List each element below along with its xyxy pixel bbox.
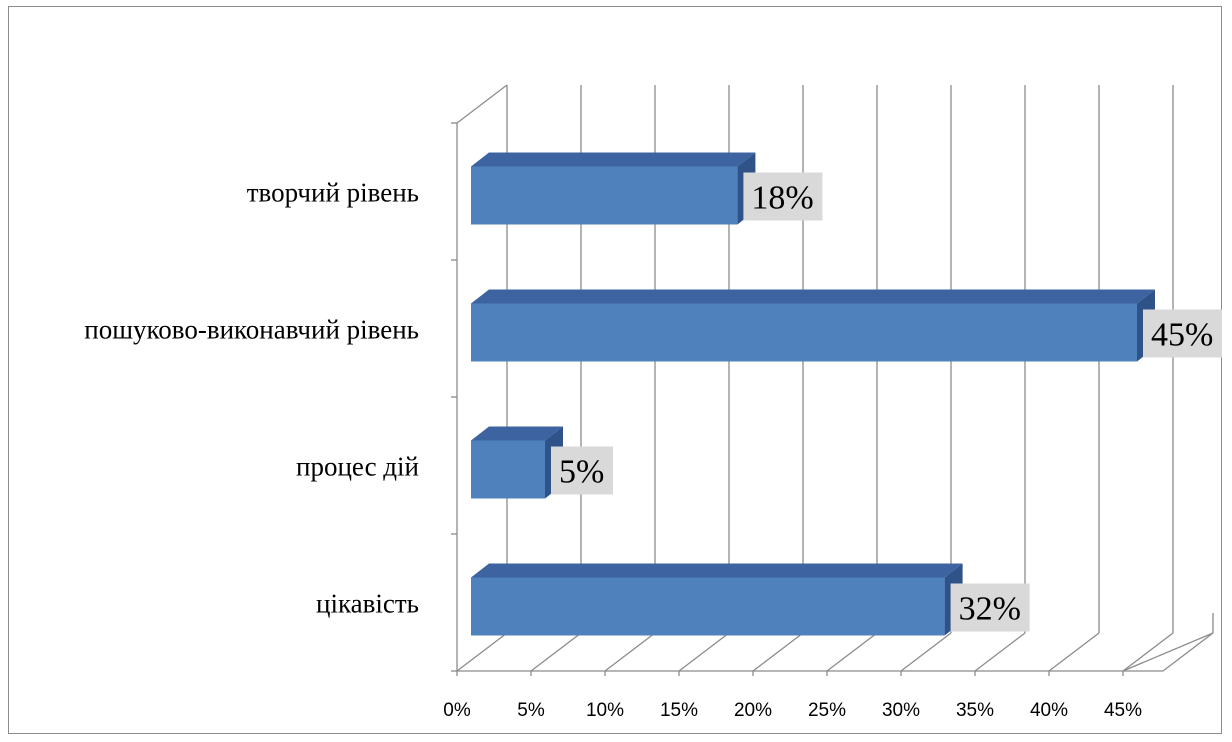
x-tick-label: 30% xyxy=(882,700,920,721)
category-label: процес дій xyxy=(296,452,419,482)
floor-gridline xyxy=(826,632,878,672)
floor-gridline xyxy=(678,632,730,672)
bar xyxy=(471,303,1137,362)
floor-gridline xyxy=(1122,632,1174,672)
data-label-background xyxy=(551,446,613,495)
y-axis-top-edge xyxy=(456,84,508,124)
bar-top-face xyxy=(471,289,1155,304)
floor-gridline xyxy=(1048,632,1100,672)
bar xyxy=(471,166,738,225)
bar-chart: 0% 5% 10% 15% 20% 25% 30% 35% 40% 45% творчий ріве… xyxy=(84,84,1222,721)
floor-edge-line xyxy=(1122,632,1214,672)
bar xyxy=(471,577,945,636)
category-label: пошуково-виконавчий рівень xyxy=(84,315,419,345)
x-tick-label: 10% xyxy=(586,700,624,721)
floor-gridline xyxy=(456,632,508,672)
x-tick-label: 25% xyxy=(808,700,846,721)
x-tick-label: 15% xyxy=(660,700,698,721)
bar xyxy=(471,440,545,499)
x-tick-label: 45% xyxy=(1104,700,1142,721)
chart-frame: 0% 5% 10% 15% 20% 25% 30% 35% 40% 45% творчий ріве… xyxy=(8,6,1222,734)
category-label: творчий рівень xyxy=(247,178,419,208)
x-tick-label: 20% xyxy=(734,700,772,721)
data-label: 32% xyxy=(959,591,1021,628)
x-tick-label: 5% xyxy=(517,700,545,721)
floor-gridline xyxy=(900,632,952,672)
data-label-background xyxy=(950,583,1030,632)
data-label-background xyxy=(743,172,823,221)
data-label: 5% xyxy=(559,454,604,491)
floor-gridline xyxy=(752,632,804,672)
floor-gridline xyxy=(974,632,1026,672)
x-tick-label: 0% xyxy=(443,700,471,721)
data-label-background xyxy=(1143,309,1222,358)
data-label: 45% xyxy=(1151,317,1213,354)
floor-gridline xyxy=(604,632,656,672)
bar-top-face xyxy=(471,152,756,167)
bar-top-face xyxy=(471,563,963,578)
data-label: 18% xyxy=(751,180,813,217)
bar-top-face xyxy=(471,426,563,441)
floor-gridline xyxy=(530,632,582,672)
x-tick-label: 35% xyxy=(956,700,994,721)
category-label: цікавість xyxy=(316,589,419,619)
x-tick-label: 40% xyxy=(1030,700,1068,721)
floor-right-edge xyxy=(1162,632,1214,672)
